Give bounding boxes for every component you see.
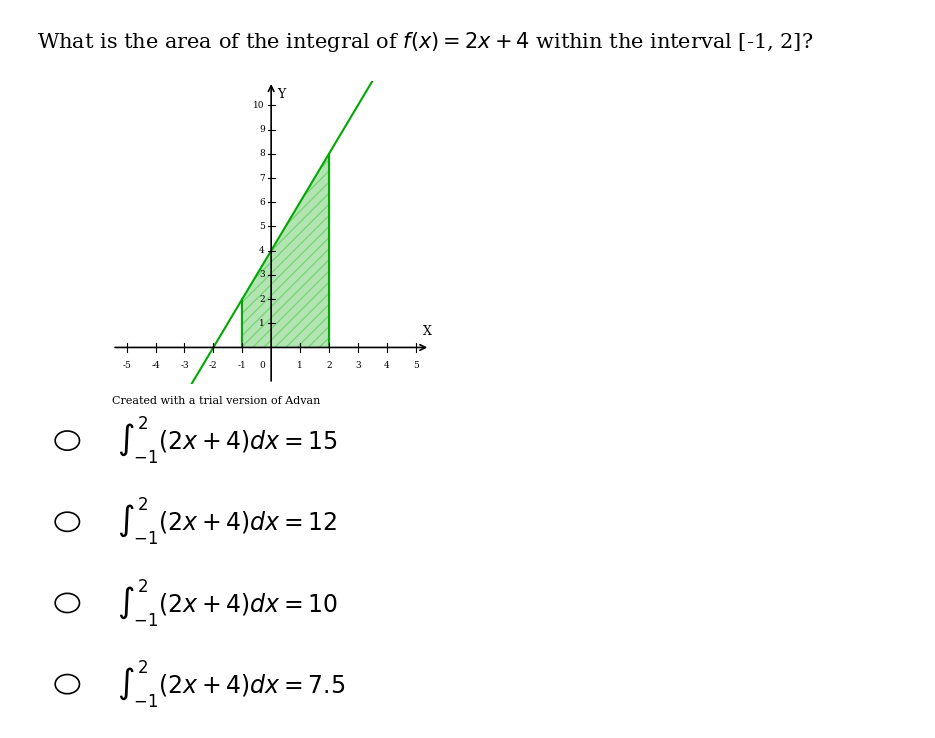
- Text: 1: 1: [259, 319, 265, 328]
- Text: $\int_{-1}^{2}(2x+4)dx = 7.5$: $\int_{-1}^{2}(2x+4)dx = 7.5$: [117, 658, 345, 710]
- Text: 7: 7: [259, 173, 265, 182]
- Text: $\int_{-1}^{2}(2x+4)dx = 15$: $\int_{-1}^{2}(2x+4)dx = 15$: [117, 415, 338, 466]
- Text: Y: Y: [278, 89, 286, 101]
- Text: $\int_{-1}^{2}(2x+4)dx = 12$: $\int_{-1}^{2}(2x+4)dx = 12$: [117, 496, 338, 548]
- Text: 2: 2: [326, 361, 332, 370]
- Text: -1: -1: [237, 361, 247, 370]
- Text: 10: 10: [253, 101, 265, 110]
- Text: -4: -4: [151, 361, 160, 370]
- Text: 8: 8: [259, 149, 265, 158]
- Text: What is the area of the integral of $f(x) = 2x + 4$ within the interval [-1, 2]?: What is the area of the integral of $f(x…: [37, 30, 813, 54]
- Text: 9: 9: [259, 125, 265, 134]
- Text: Created with a trial version of Advan: Created with a trial version of Advan: [112, 396, 321, 407]
- Text: -5: -5: [122, 361, 131, 370]
- Text: -2: -2: [209, 361, 218, 370]
- Text: 6: 6: [259, 198, 265, 207]
- Text: 3: 3: [355, 361, 361, 370]
- Text: 2: 2: [259, 294, 265, 303]
- Text: X: X: [423, 325, 432, 338]
- Text: 5: 5: [412, 361, 419, 370]
- Text: -3: -3: [180, 361, 189, 370]
- Text: 3: 3: [259, 270, 265, 279]
- Text: 4: 4: [259, 246, 265, 255]
- Text: 0: 0: [259, 361, 265, 370]
- Text: 5: 5: [259, 222, 265, 231]
- Text: 4: 4: [384, 361, 390, 370]
- Text: $\int_{-1}^{2}(2x+4)dx = 10$: $\int_{-1}^{2}(2x+4)dx = 10$: [117, 577, 338, 629]
- Text: 1: 1: [297, 361, 303, 370]
